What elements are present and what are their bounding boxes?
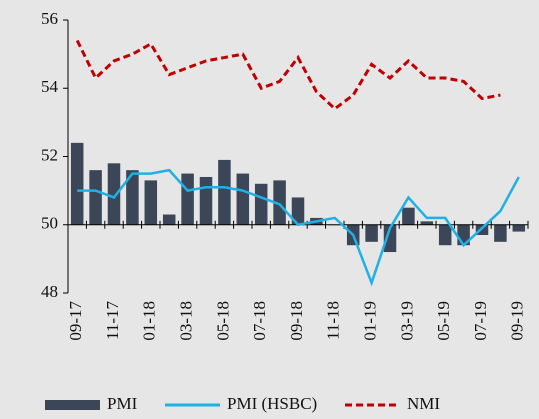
x-tick-label: 01-19 [361,301,380,341]
bar [144,180,158,225]
y-tick-label: 56 [41,9,58,28]
bar [236,173,250,225]
bar [273,180,286,225]
y-tick-label: 52 [41,145,58,164]
bar [199,176,213,225]
x-tick-label: 03-19 [397,301,416,341]
bar [291,197,305,225]
x-tick-label: 11-18 [324,301,343,340]
y-tick-label: 54 [41,77,59,96]
x-tick-label: 09-18 [287,301,306,341]
line [77,168,520,287]
y-tick-label: 50 [41,214,58,233]
x-tick-label: 09-19 [508,301,527,341]
bar [494,224,507,242]
bar [181,173,194,225]
x-tick-label: 07-19 [471,301,490,341]
bar [512,224,526,232]
x-tick-label: 03-18 [177,301,196,341]
y-tick-label: 48 [41,282,58,301]
bar [218,159,231,225]
bar [475,224,489,235]
bar [438,224,452,246]
bar [126,170,139,225]
bar [254,183,268,225]
bar [402,207,415,225]
x-tick-label: 05-19 [434,301,453,341]
bar [162,214,176,225]
x-tick-label: 11-17 [103,301,122,341]
bar [365,224,378,242]
bar [420,221,434,225]
legend-swatch [45,400,100,410]
bar [107,163,121,225]
line [75,39,501,111]
bar [383,224,397,253]
x-tick-label: 09-17 [66,301,85,341]
legend-label: NMI [407,394,440,413]
x-tick-label: 01-18 [140,301,159,341]
legend-label: PMI [107,394,138,413]
x-tick-label: 07-18 [250,301,269,341]
bar [70,142,84,225]
bar [89,170,102,225]
x-tick-label: 05-18 [213,301,232,341]
legend-label: PMI (HSBC) [227,394,317,413]
